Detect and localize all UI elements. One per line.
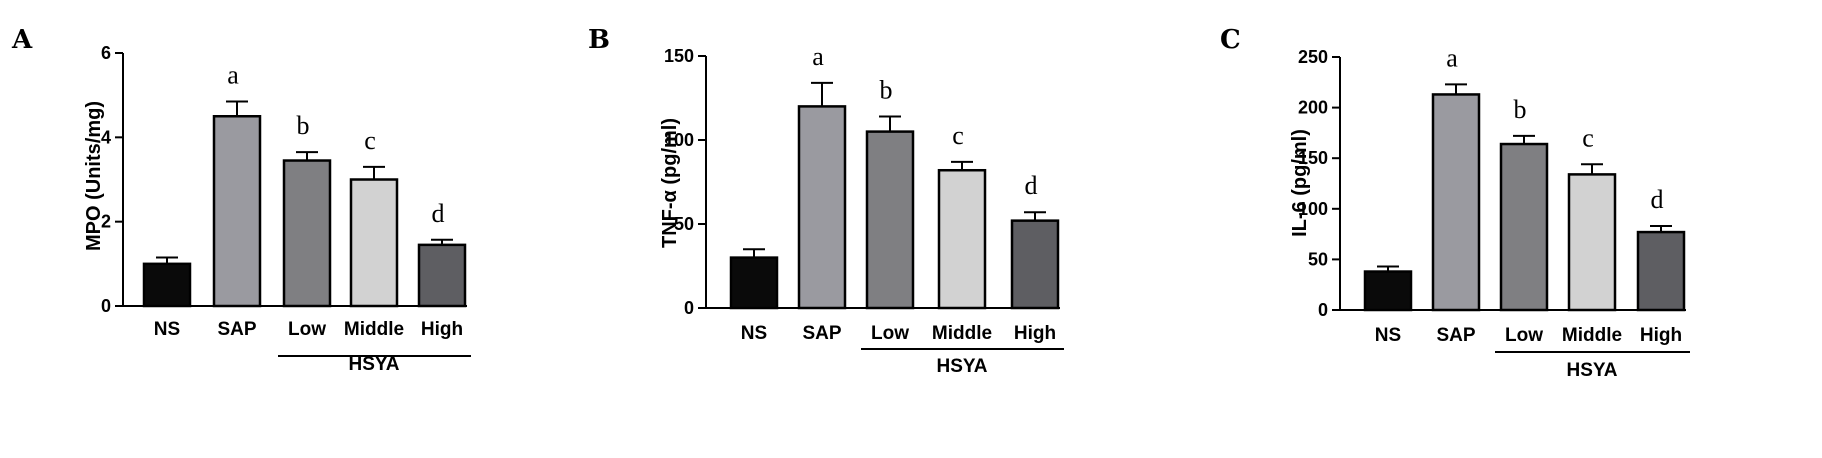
bar-high	[1010, 219, 1060, 310]
significance-letter: c	[364, 126, 376, 155]
y-tick-label: 2	[101, 212, 111, 232]
panel-b: B TNF-α (pg/ml) 0 50 100 150 NS a SAP b Low c Midd…	[588, 25, 1064, 377]
panel-c: C IL-6 (pg/ml) 0 50 100 150 200 250 NS a SAP b Low…	[1220, 25, 1690, 381]
significance-letter: b	[880, 75, 893, 104]
bar-middle	[937, 168, 987, 310]
category-label: SAP	[217, 319, 256, 340]
group-label-hsya: HSYA	[936, 356, 987, 377]
y-tick-label: 100	[664, 130, 694, 150]
category-label: NS	[741, 323, 767, 344]
significance-letter: d	[1025, 171, 1038, 200]
bar-ns	[729, 256, 779, 310]
category-label: NS	[154, 319, 180, 340]
category-label: High	[421, 319, 463, 340]
panel-a: A MPO (Units/mg) 0 2 4 6 NS a SAP b Low c Middle d H…	[11, 25, 471, 375]
y-tick-label: 50	[1308, 249, 1328, 269]
category-label: Low	[288, 319, 326, 340]
y-tick-label: 0	[101, 296, 111, 316]
category-label: SAP	[1436, 325, 1475, 346]
bar-sap	[797, 105, 847, 310]
y-tick-label: 6	[101, 43, 111, 63]
panel-letter-a: A	[11, 25, 33, 55]
y-tick-label: 4	[101, 127, 111, 147]
significance-letter: c	[1582, 123, 1594, 152]
significance-letter: a	[812, 42, 824, 71]
significance-letter: b	[297, 111, 310, 140]
y-axis-label-a: MPO (Units/mg)	[83, 101, 105, 251]
significance-letter: a	[227, 60, 239, 89]
panel-letter-c: C	[1220, 25, 1241, 55]
y-tick-label: 50	[674, 214, 694, 234]
bar-middle	[349, 178, 399, 308]
significance-letter: d	[1651, 185, 1664, 214]
y-tick-label: 150	[664, 46, 694, 66]
category-label: NS	[1375, 325, 1401, 346]
bar-low	[1499, 142, 1549, 312]
y-axis-label-b: TNF-α (pg/ml)	[659, 118, 681, 248]
bar-low	[865, 130, 915, 310]
y-tick-label: 150	[1298, 148, 1328, 168]
y-tick-label: 100	[1298, 199, 1328, 219]
y-axis-label-c: IL-6 (pg/ml)	[1289, 129, 1311, 237]
bar-ns	[142, 262, 192, 308]
bar-middle	[1567, 173, 1617, 312]
significance-letter: c	[952, 121, 964, 150]
y-tick-label: 0	[1318, 300, 1328, 320]
category-label: SAP	[802, 323, 841, 344]
bar-sap	[212, 115, 262, 308]
category-label: Middle	[1562, 325, 1622, 346]
group-label-hsya: HSYA	[348, 354, 399, 375]
bar-low	[282, 159, 332, 308]
panel-letter-b: B	[588, 25, 610, 55]
category-label: Middle	[932, 323, 992, 344]
bar-high	[1636, 230, 1686, 312]
bar-high	[417, 243, 467, 308]
group-label-hsya: HSYA	[1566, 360, 1617, 381]
y-tick-label: 250	[1298, 47, 1328, 67]
category-label: Low	[871, 323, 909, 344]
category-label: Low	[1505, 325, 1543, 346]
bar-sap	[1431, 93, 1481, 312]
y-tick-label: 200	[1298, 98, 1328, 118]
significance-letter: d	[432, 199, 445, 228]
category-label: High	[1640, 325, 1682, 346]
category-label: Middle	[344, 319, 404, 340]
category-label: High	[1014, 323, 1056, 344]
significance-letter: b	[1514, 95, 1527, 124]
bar-ns	[1363, 270, 1413, 312]
y-tick-label: 0	[684, 298, 694, 318]
significance-letter: a	[1446, 43, 1458, 72]
